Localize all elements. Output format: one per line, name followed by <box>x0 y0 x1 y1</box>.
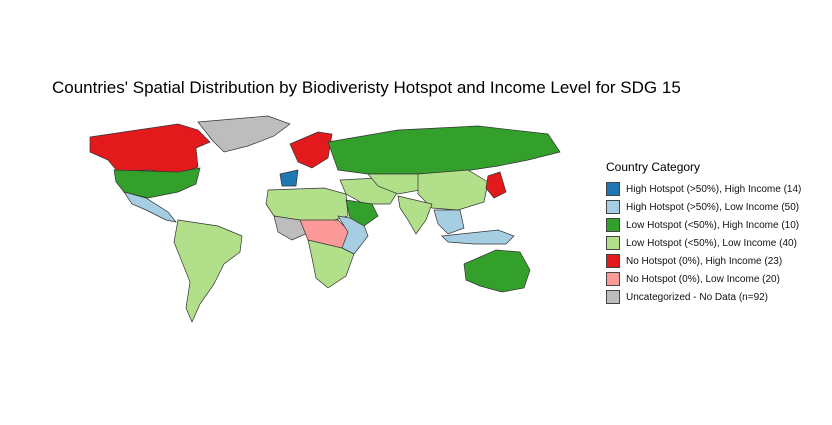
region-indonesia <box>441 229 515 245</box>
region-china <box>417 169 489 211</box>
legend-item: Low Hotspot (<50%), High Income (10) <box>606 216 801 234</box>
region-southeast-asia <box>433 209 465 235</box>
legend-swatch <box>606 290 620 304</box>
legend-label: High Hotspot (>50%), High Income (14) <box>626 183 802 195</box>
legend-label: Uncategorized - No Data (n=92) <box>626 291 769 303</box>
region-india <box>397 195 433 235</box>
map-title: Countries' Spatial Distribution by Biodi… <box>52 78 681 97</box>
region-japan-korea <box>485 171 507 199</box>
legend-swatch <box>606 236 620 250</box>
legend-title: Country Category <box>606 160 701 174</box>
legend-item: No Hotspot (0%), Low Income (20) <box>606 270 801 288</box>
legend-swatch <box>606 272 620 286</box>
region-central-asia <box>367 173 421 195</box>
legend-swatch <box>606 182 620 196</box>
region-southern-africa <box>307 239 355 289</box>
legend-label: No Hotspot (0%), High Income (23) <box>626 255 783 267</box>
region-europe-north <box>289 131 333 169</box>
legend-swatch <box>606 218 620 232</box>
legend-item: Low Hotspot (<50%), Low Income (40) <box>606 234 801 252</box>
legend-swatch <box>606 200 620 214</box>
legend: Country Category High Hotspot (>50%), Hi… <box>606 160 801 306</box>
legend-label: Low Hotspot (<50%), Low Income (40) <box>626 237 797 249</box>
legend-swatch <box>606 254 620 268</box>
region-russia <box>327 125 561 175</box>
region-arabian-peninsula <box>345 199 379 227</box>
region-usa <box>113 167 201 199</box>
world-map <box>89 115 561 323</box>
region-europe-west <box>279 169 299 187</box>
region-greenland <box>197 115 291 153</box>
region-mexico-central-america <box>123 191 177 223</box>
region-south-america <box>173 219 243 323</box>
legend-item: Uncategorized - No Data (n=92) <box>606 288 801 306</box>
legend-item: High Hotspot (>50%), Low Income (50) <box>606 198 801 216</box>
region-australia <box>463 249 531 293</box>
legend-label: No Hotspot (0%), Low Income (20) <box>626 273 780 285</box>
legend-label: High Hotspot (>50%), Low Income (50) <box>626 201 800 213</box>
legend-label: Low Hotspot (<50%), High Income (10) <box>626 219 800 231</box>
legend-item: High Hotspot (>50%), High Income (14) <box>606 180 801 198</box>
legend-item: No Hotspot (0%), High Income (23) <box>606 252 801 270</box>
region-canada <box>89 123 211 175</box>
